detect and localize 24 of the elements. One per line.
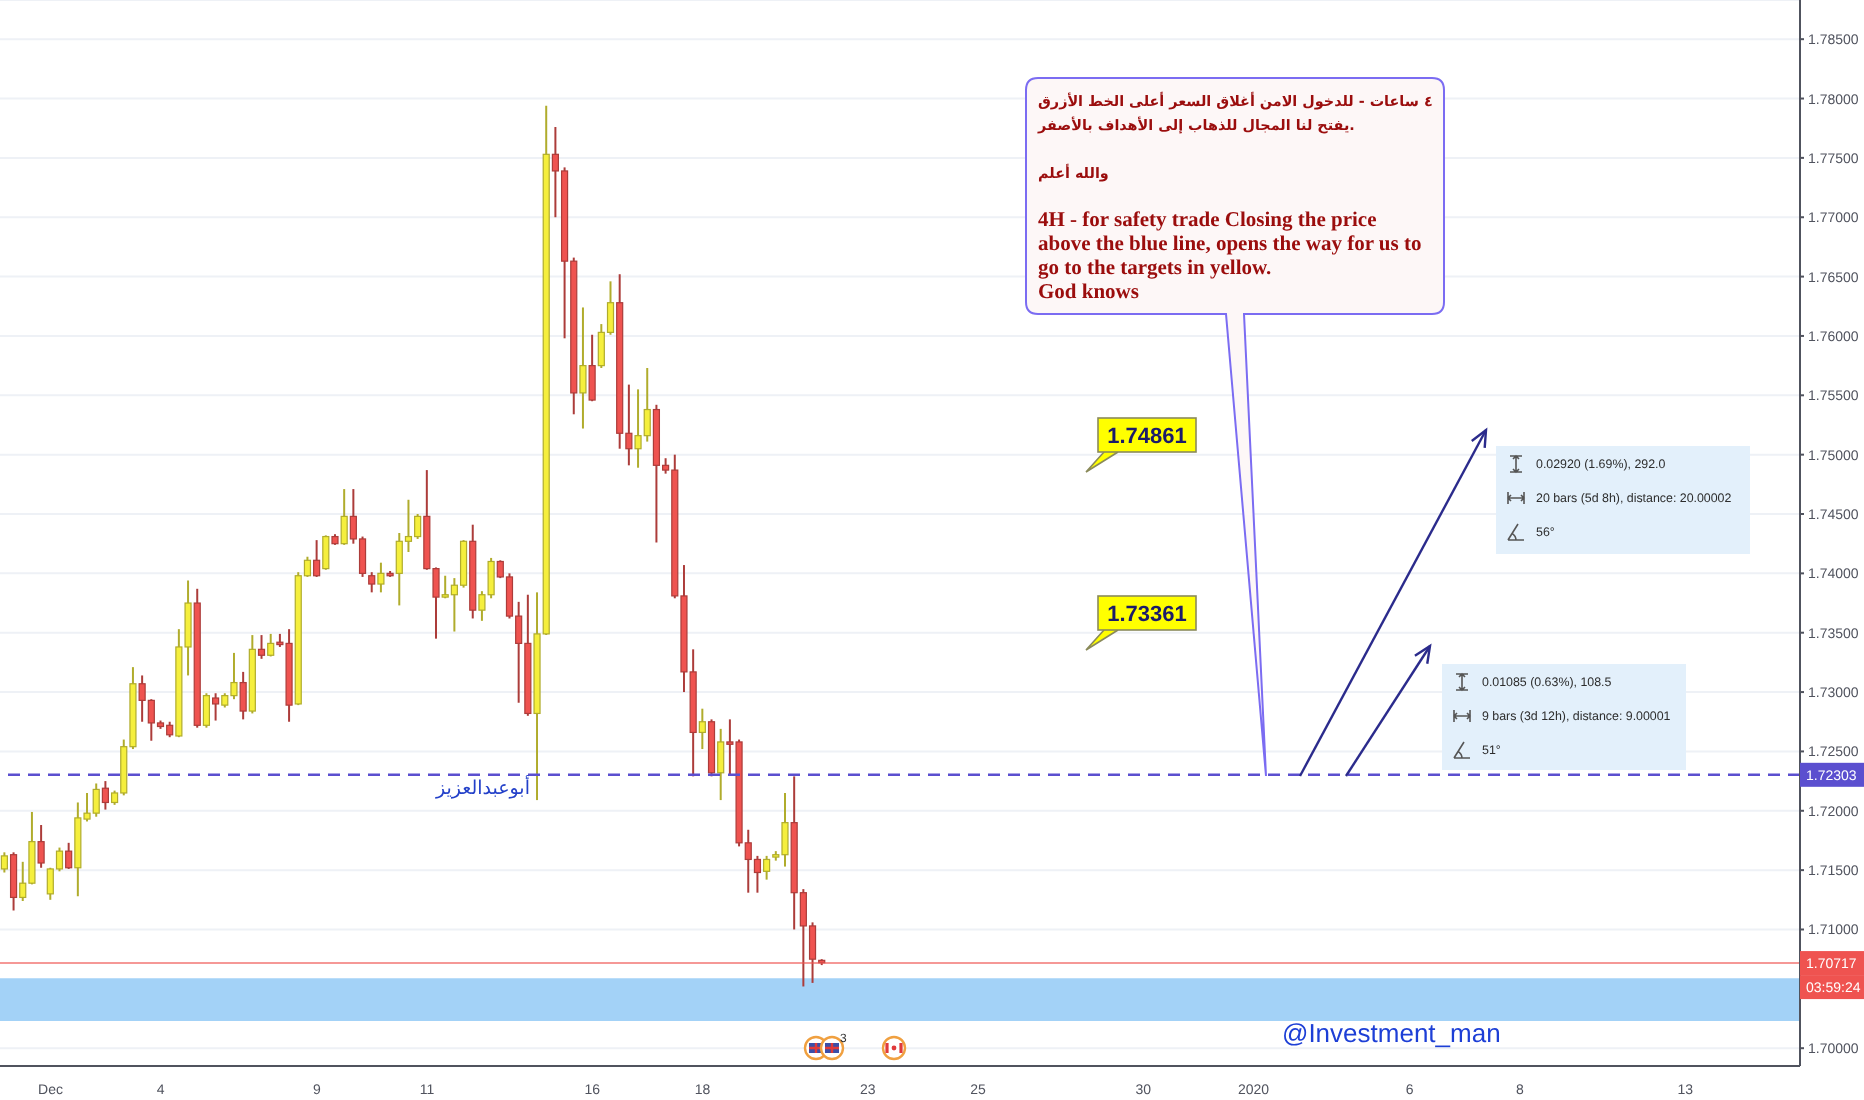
candlestick <box>459 539 468 589</box>
annotation: @Investment_man <box>1282 1018 1501 1048</box>
candlestick <box>377 561 385 594</box>
candlestick <box>579 306 587 430</box>
candlestick <box>65 841 73 870</box>
candlestick <box>322 534 330 571</box>
candlestick <box>212 692 220 722</box>
annotation: 1.73361 <box>1107 603 1187 627</box>
candlestick <box>313 539 321 578</box>
candlestick <box>698 707 706 751</box>
candlestick <box>717 727 725 802</box>
candlestick <box>239 670 247 721</box>
candlestick <box>368 571 376 594</box>
candlestick <box>340 488 348 546</box>
candlestick <box>588 333 596 403</box>
candlestick <box>37 824 45 869</box>
annotation: أبوعبدالعزيز <box>434 774 531 800</box>
candlestick <box>101 780 109 811</box>
candlestick <box>0 851 8 874</box>
candlestick <box>202 692 211 729</box>
candlestick <box>257 634 266 660</box>
candlestick <box>763 854 771 881</box>
candlestick <box>9 851 18 912</box>
annotation: 1.74861 <box>1107 425 1187 449</box>
